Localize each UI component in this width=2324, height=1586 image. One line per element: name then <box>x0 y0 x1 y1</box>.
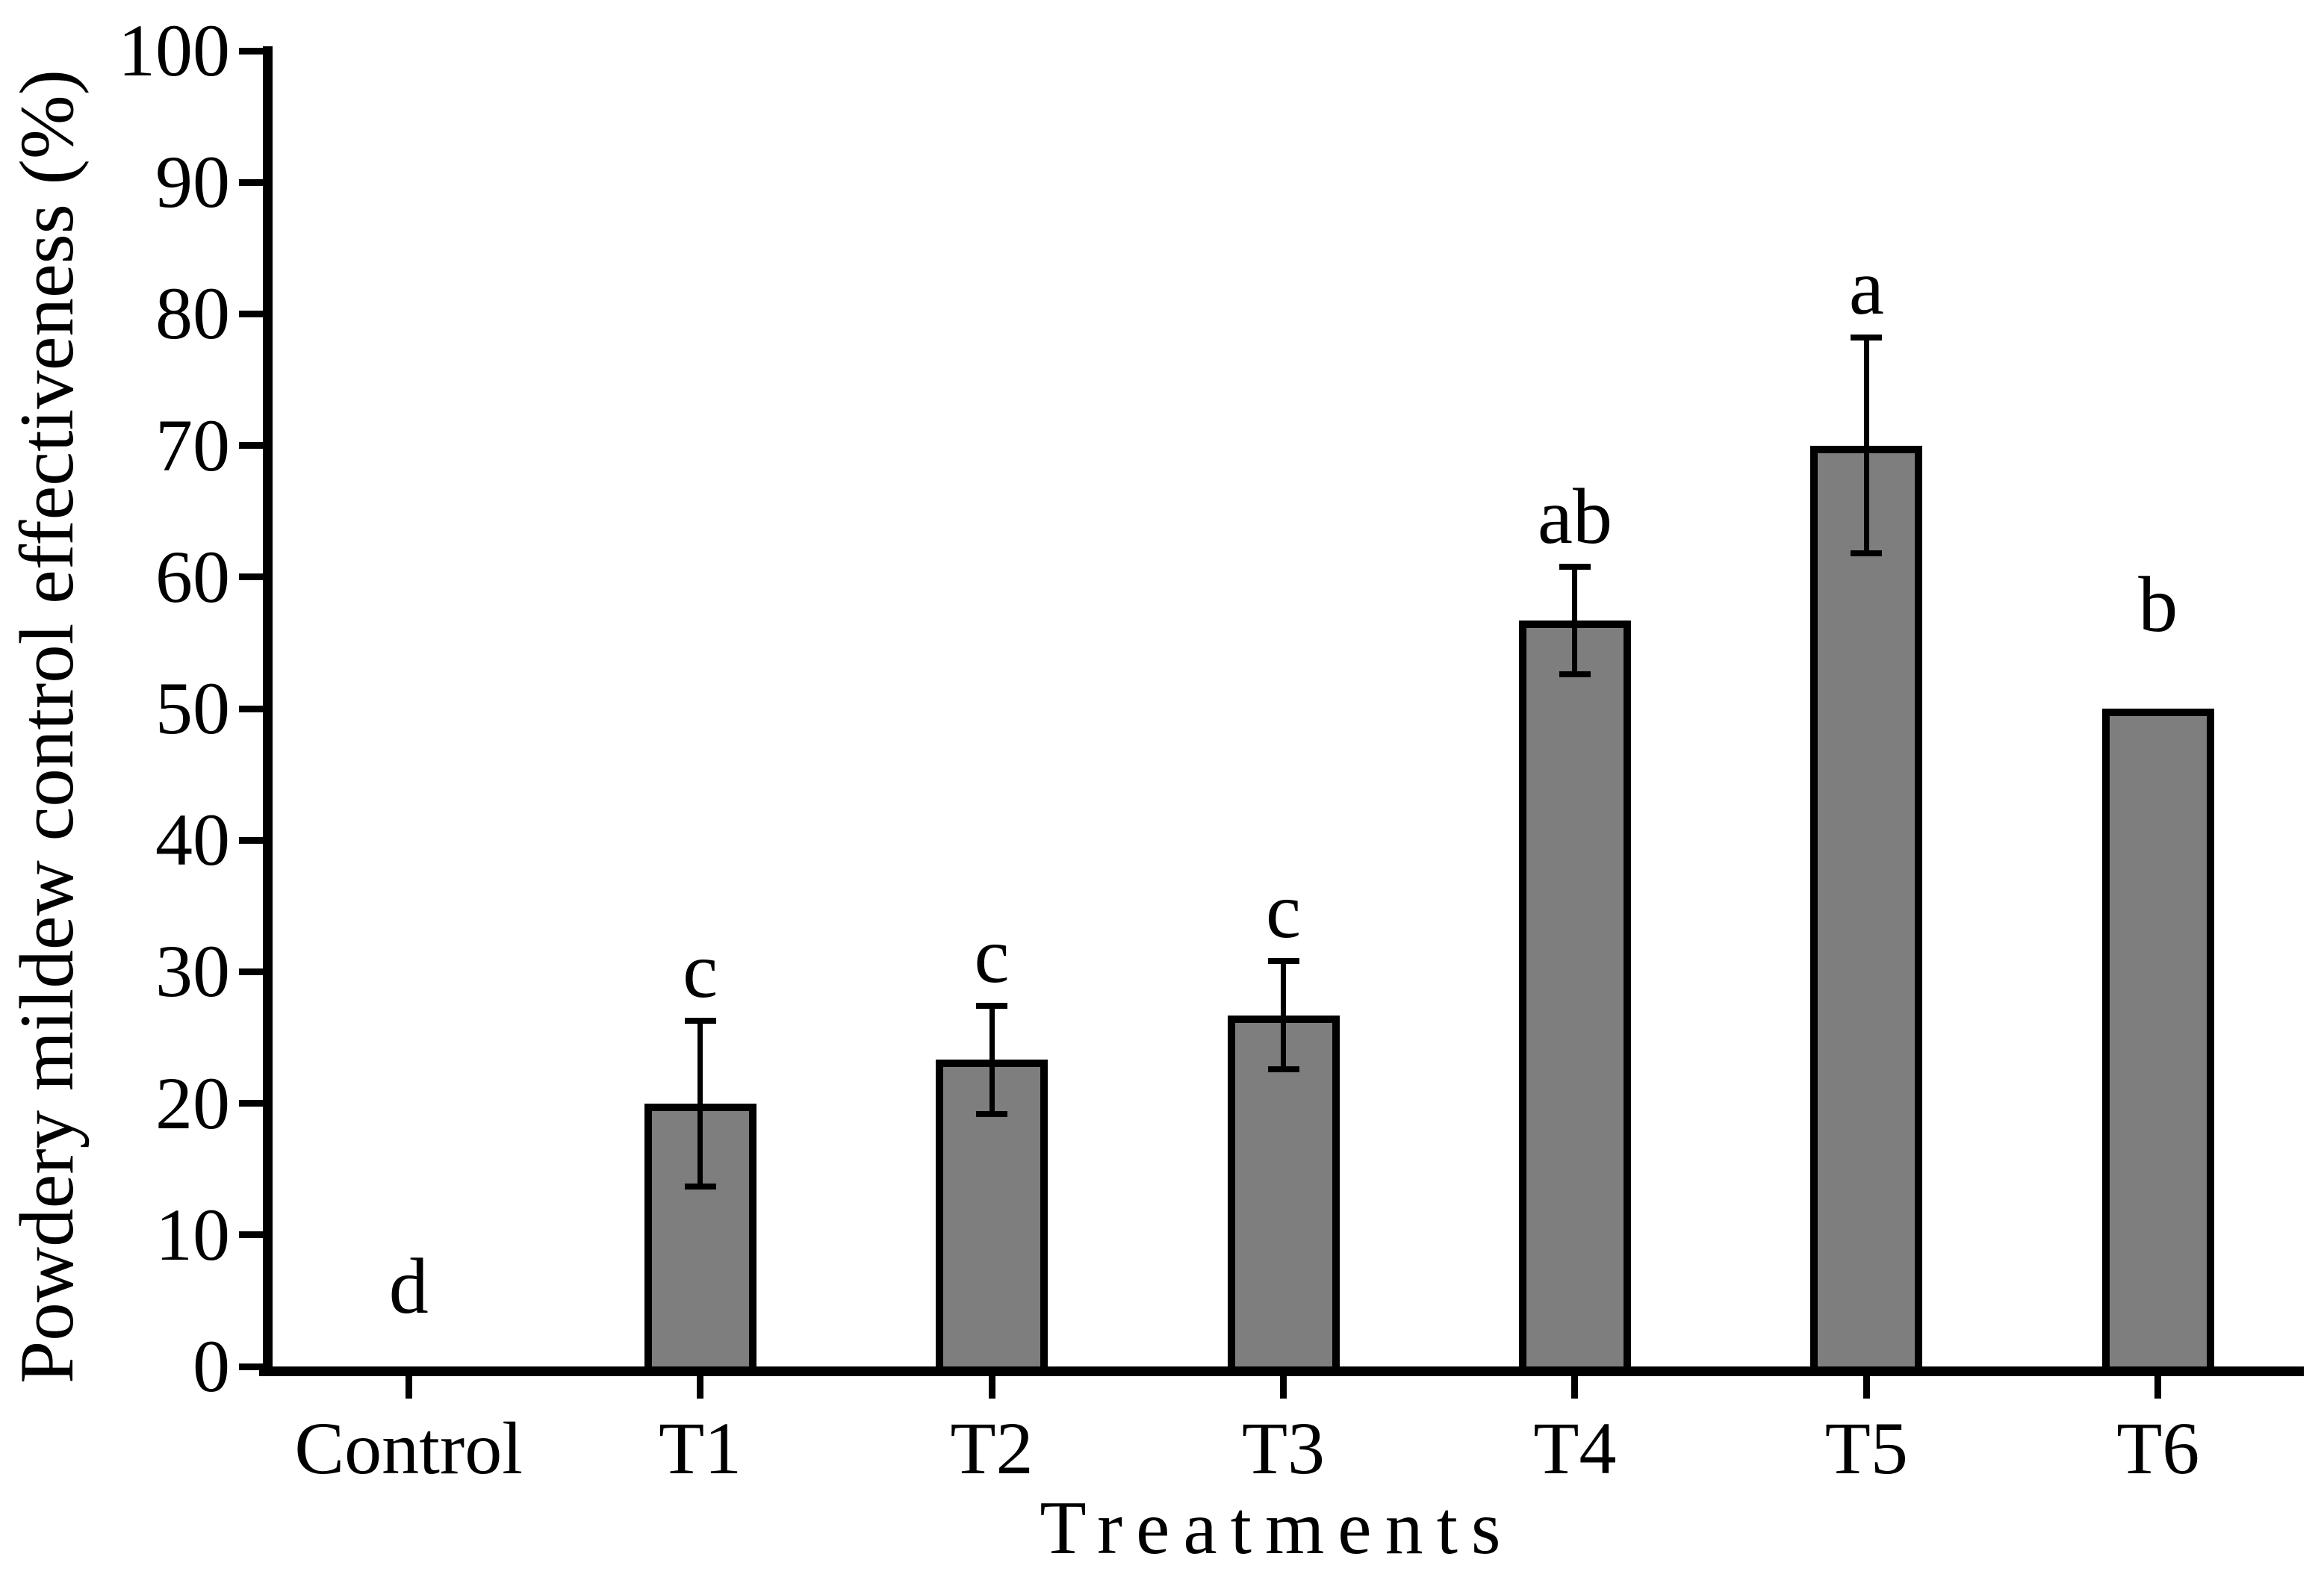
error-bar-T3 <box>1281 961 1286 1069</box>
x-tick-label-T3: T3 <box>1241 1407 1326 1490</box>
error-cap-bottom-T5 <box>1851 550 1883 557</box>
x-tick-label-T5: T5 <box>1824 1407 1908 1490</box>
x-tick <box>697 1376 704 1399</box>
y-tick <box>239 47 263 55</box>
x-tick <box>1280 1376 1287 1399</box>
error-cap-top-T3 <box>1267 958 1299 965</box>
y-tick-label: 40 <box>155 798 230 882</box>
sig-letter-T6: b <box>2138 561 2178 648</box>
y-tick <box>239 968 263 975</box>
y-tick <box>239 573 263 581</box>
y-tick-label: 20 <box>155 1061 230 1145</box>
y-tick-label: 90 <box>155 140 230 224</box>
sig-letter-Control: d <box>388 1243 429 1330</box>
y-tick-label: 80 <box>155 272 230 355</box>
y-tick <box>239 1231 263 1239</box>
x-tick <box>405 1376 412 1399</box>
error-bar-T2 <box>989 1006 995 1114</box>
error-cap-top-T5 <box>1851 335 1883 341</box>
bar-T5 <box>1810 445 1923 1374</box>
error-cap-bottom-T4 <box>1559 671 1591 678</box>
x-tick <box>1862 1376 1870 1399</box>
y-tick <box>239 836 263 844</box>
sig-letter-T4: ab <box>1537 472 1612 560</box>
y-tick-label: 50 <box>155 667 230 750</box>
y-tick-label: 0 <box>193 1325 230 1408</box>
error-bar-T1 <box>697 1020 703 1187</box>
y-tick <box>239 1100 263 1107</box>
y-tick <box>239 310 263 317</box>
error-cap-top-T1 <box>684 1017 716 1024</box>
x-tick <box>1571 1376 1579 1399</box>
y-tick-label: 10 <box>155 1192 230 1276</box>
error-cap-bottom-T1 <box>684 1183 716 1190</box>
sig-letter-T1: c <box>683 926 718 1014</box>
bar-T6 <box>2101 709 2214 1374</box>
x-tick-label-T1: T1 <box>659 1407 742 1490</box>
x-tick-label-T4: T4 <box>1533 1407 1617 1490</box>
error-cap-top-T2 <box>976 1003 1008 1010</box>
y-tick-label: 70 <box>155 403 230 487</box>
x-tick <box>2154 1376 2162 1399</box>
x-axis-title: Treatments <box>1040 1486 1514 1570</box>
sig-letter-T2: c <box>974 912 1010 1000</box>
y-axis-line <box>263 46 273 1376</box>
y-tick <box>239 442 263 450</box>
sig-letter-T5: a <box>1848 243 1884 332</box>
x-tick-label-T2: T2 <box>950 1407 1034 1490</box>
y-tick <box>239 1363 263 1370</box>
x-tick <box>988 1376 995 1399</box>
x-tick-label-T6: T6 <box>2116 1407 2200 1490</box>
y-tick-label: 30 <box>155 930 230 1013</box>
error-bar-T4 <box>1572 566 1578 675</box>
bar-T4 <box>1518 620 1631 1374</box>
y-tick-label: 100 <box>118 9 230 92</box>
error-bar-T5 <box>1863 338 1869 554</box>
sig-letter-T3: c <box>1265 867 1302 955</box>
error-cap-bottom-T2 <box>976 1110 1008 1117</box>
error-cap-top-T4 <box>1559 563 1591 570</box>
y-tick-label: 60 <box>155 535 230 618</box>
error-cap-bottom-T3 <box>1267 1066 1299 1072</box>
y-tick <box>239 178 263 186</box>
y-tick <box>239 705 263 712</box>
x-tick-label-Control: Control <box>294 1407 523 1490</box>
